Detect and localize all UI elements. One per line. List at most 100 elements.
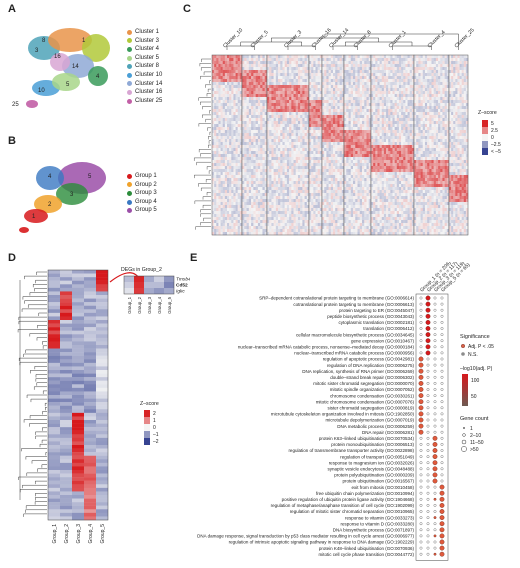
heatmap-c-cell: [346, 97, 349, 101]
heatmap-c-cell: [224, 151, 228, 155]
heatmap-c-cell: [291, 103, 294, 107]
heatmap-c-cell: [289, 73, 292, 77]
heatmap-c-cell: [373, 73, 376, 77]
heatmap-c-cell: [235, 187, 238, 191]
heatmap-c-cell: [313, 82, 316, 86]
heatmap-c-cell: [311, 118, 314, 122]
heatmap-c-cell: [337, 67, 340, 71]
heatmap-c-cell: [403, 82, 406, 86]
heatmap-c-cell: [302, 142, 305, 146]
heatmap-c-cell: [248, 88, 252, 92]
heatmap-c-cell: [251, 217, 254, 221]
heatmap-c-cell: [341, 166, 345, 170]
heatmap-c-cell: [231, 145, 234, 149]
heatmap-c-cell: [357, 58, 360, 62]
heatmap-c-cell: [388, 124, 391, 128]
heatmap-c-cell: [248, 172, 252, 176]
heatmap-c-cell: [242, 112, 245, 116]
heatmap-c-cell: [362, 88, 365, 92]
heatmap-c-cell: [341, 97, 345, 101]
heatmap-c-cell: [216, 154, 219, 158]
heatmap-c-cell: [315, 181, 318, 185]
heatmap-c-cell: [403, 127, 406, 131]
heatmap-c-cell: [220, 208, 223, 212]
heatmap-c-cell: [371, 139, 374, 143]
heatmap-c-cell: [350, 187, 354, 191]
heatmap-c-cell: [251, 178, 254, 182]
heatmap-c-cell: [282, 145, 285, 149]
heatmap-c-cell: [255, 88, 259, 92]
heatmap-c-cell: [313, 91, 316, 95]
heatmap-c-cell: [328, 178, 331, 182]
heatmap-c-cell: [235, 226, 238, 230]
heatmap-c-cell: [220, 175, 223, 179]
heatmap-c-cell: [394, 127, 397, 131]
heatmap-c-cell: [302, 127, 305, 131]
heatmap-c-cell: [237, 97, 241, 101]
heatmap-c-cell: [388, 100, 391, 104]
heatmap-c-cell: [212, 55, 215, 59]
heatmap-c-cell: [368, 172, 372, 176]
heatmap-c-cell: [264, 190, 268, 194]
heatmap-c-cell: [330, 112, 334, 116]
heatmap-c-cell: [302, 100, 305, 104]
heatmap-c-cell: [319, 199, 323, 203]
heatmap-c-cell: [282, 133, 285, 137]
heatmap-c-cell: [401, 67, 404, 71]
heatmap-c-cell: [214, 145, 217, 149]
heatmap-c-cell: [328, 115, 331, 119]
heatmap-c-cell: [313, 220, 316, 224]
heatmap-c-cell: [244, 124, 247, 128]
heatmap-c-cell: [335, 85, 338, 89]
heatmap-c-cell: [359, 172, 363, 176]
heatmap-c-cell: [233, 205, 236, 209]
heatmap-c-cell: [214, 91, 217, 95]
heatmap-c-cell: [275, 184, 279, 188]
heatmap-c-cell: [306, 139, 310, 143]
heatmap-c-cell: [324, 127, 327, 131]
heatmap-c-cell: [248, 82, 252, 86]
heatmap-c-cell: [317, 217, 321, 221]
heatmap-c-cell: [313, 166, 316, 170]
heatmap-c-cell: [366, 100, 369, 104]
heatmap-c-cell: [235, 220, 238, 224]
heatmap-c-cell: [246, 199, 250, 203]
heatmap-c-cell: [311, 115, 314, 119]
heatmap-c-cell: [229, 160, 232, 164]
heatmap-c-cell: [229, 166, 232, 170]
heatmap-c-cell: [227, 154, 230, 158]
heatmap-c-cell: [257, 115, 261, 119]
heatmap-c-cell: [237, 103, 241, 107]
heatmap-c-cell: [368, 160, 372, 164]
heatmap-c-cell: [267, 100, 270, 104]
heatmap-c-cell: [253, 58, 256, 62]
heatmap-c-cell: [244, 70, 247, 74]
heatmap-c-cell: [355, 208, 358, 212]
heatmap-c-cell: [297, 181, 301, 185]
heatmap-c-cell: [239, 226, 243, 230]
heatmap-c-cell: [264, 82, 268, 86]
heatmap-c-cell: [295, 88, 299, 92]
heatmap-c-cell: [317, 226, 321, 230]
heatmap-c-cell: [328, 154, 331, 158]
heatmap-c-cell: [339, 61, 342, 65]
heatmap-c-cell: [333, 157, 336, 161]
heatmap-c-cell: [235, 58, 238, 62]
heatmap-c-cell: [359, 76, 363, 80]
heatmap-c-cell: [366, 91, 369, 95]
heatmap-c-cell: [222, 187, 226, 191]
heatmap-c-cell: [244, 163, 247, 167]
heatmap-c-cell: [293, 145, 296, 149]
heatmap-c-cell: [339, 97, 342, 101]
heatmap-c-cell: [346, 181, 349, 185]
heatmap-c-cell: [355, 67, 358, 71]
heatmap-c-cell: [324, 106, 327, 110]
heatmap-c-cell: [264, 184, 268, 188]
heatmap-c-cell: [224, 211, 228, 215]
heatmap-c-cell: [394, 91, 397, 95]
heatmap-c-cell: [218, 211, 221, 215]
heatmap-c-cell: [313, 76, 316, 80]
heatmap-c-cell: [313, 208, 316, 212]
heatmap-c-cell: [364, 163, 367, 167]
heatmap-c-cell: [306, 175, 310, 179]
